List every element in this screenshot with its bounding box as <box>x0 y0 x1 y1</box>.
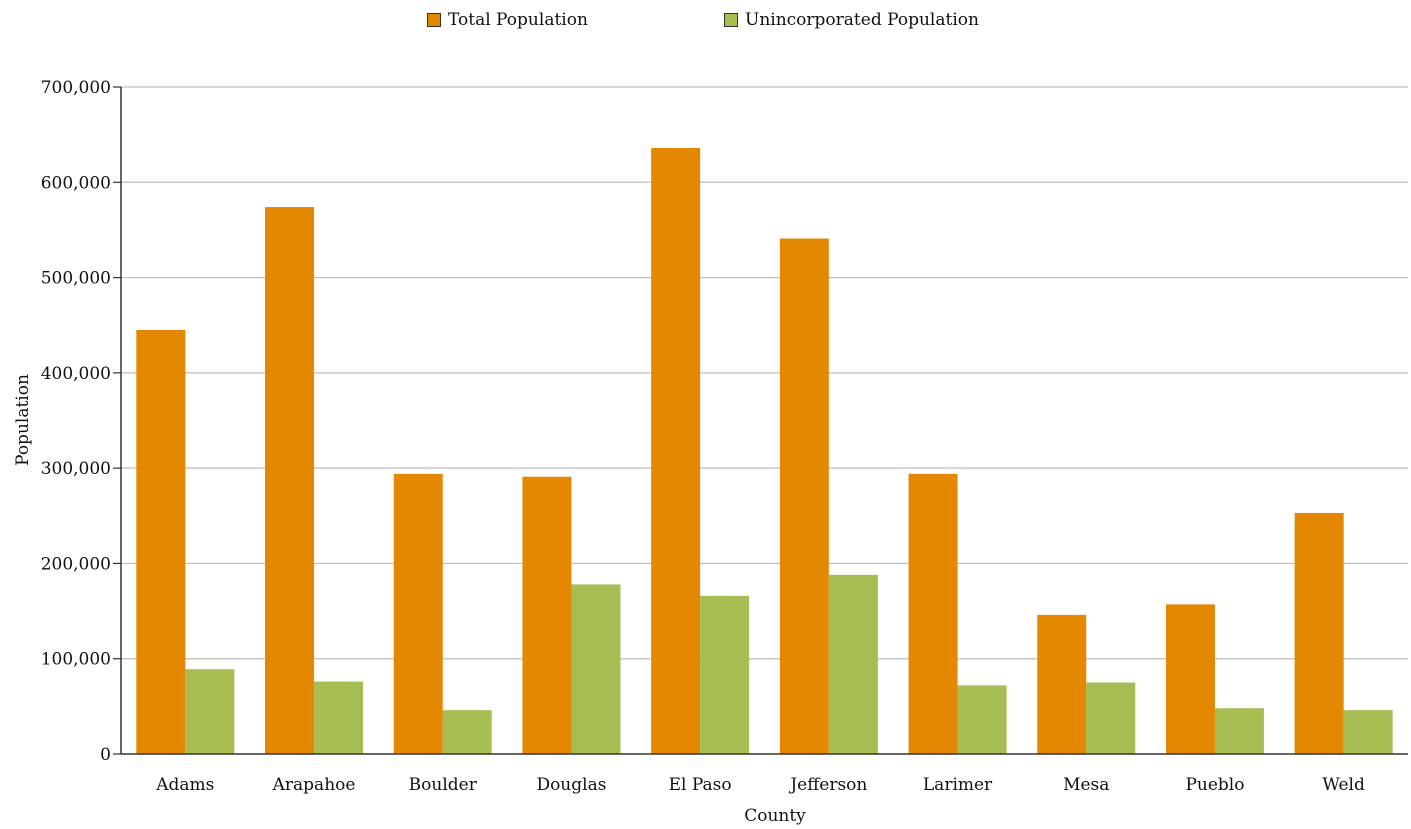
bar-total-population <box>908 473 958 754</box>
x-tick-label: Jefferson <box>788 775 867 795</box>
bar-total-population <box>1165 604 1215 754</box>
x-tick-label: El Paso <box>669 775 732 795</box>
bar-total-population <box>136 329 186 754</box>
x-tick-label: Douglas <box>536 775 606 795</box>
bar-unincorporated-population <box>442 710 492 754</box>
bar-unincorporated-population <box>828 574 878 754</box>
legend: Total Population Unincorporated Populati… <box>0 10 1411 36</box>
y-tick-label: 200,000 <box>41 554 111 574</box>
x-tick-label: Arapahoe <box>272 775 356 795</box>
bar-total-population <box>265 207 315 754</box>
bar-total-population <box>779 238 829 755</box>
y-tick-label: 400,000 <box>41 364 111 384</box>
bar-unincorporated-population <box>700 595 750 754</box>
bar-total-population <box>1037 614 1087 754</box>
bar-unincorporated-population <box>185 669 235 754</box>
y-tick-label: 0 <box>100 745 111 765</box>
x-tick-label: Pueblo <box>1185 775 1244 795</box>
x-tick-label: Adams <box>155 775 214 795</box>
legend-label-unincorporated: Unincorporated Population <box>745 10 979 30</box>
y-tick-label: 500,000 <box>41 269 111 289</box>
bar-total-population <box>522 476 572 754</box>
legend-swatch-total <box>427 13 441 27</box>
x-tick-label: Weld <box>1322 775 1365 795</box>
y-tick-label: 300,000 <box>41 459 111 479</box>
legend-item-unincorporated: Unincorporated Population <box>724 10 979 30</box>
axes <box>120 87 1408 755</box>
x-tick-label: Larimer <box>923 775 993 795</box>
x-axis-label: County <box>744 806 806 826</box>
bar-unincorporated-population <box>1214 708 1264 754</box>
bar-total-population <box>1294 512 1344 754</box>
y-axis-label: Population <box>13 374 33 466</box>
y-tick-labels: 0 100,000 200,000 300,000 400,000 500,000 600,… <box>41 78 111 765</box>
x-tick-label: Boulder <box>409 775 478 795</box>
bar-unincorporated-population <box>957 685 1007 754</box>
bar-total-population <box>651 147 701 755</box>
bar-total-population <box>393 473 443 754</box>
y-tick-label: 700,000 <box>41 78 111 98</box>
bar-unincorporated-population <box>571 584 621 754</box>
y-tick-label: 600,000 <box>41 173 111 193</box>
bar-unincorporated-population <box>314 681 364 754</box>
bar-unincorporated-population <box>1343 710 1393 754</box>
x-tick-labels: Adams Arapahoe Boulder Douglas El Paso Jeffer… <box>155 775 1365 795</box>
y-tick-label: 100,000 <box>41 650 111 670</box>
legend-swatch-unincorporated <box>724 13 738 27</box>
legend-item-total: Total Population <box>427 10 588 30</box>
x-tick-label: Mesa <box>1063 775 1109 795</box>
bars <box>136 147 1393 755</box>
legend-label-total: Total Population <box>448 10 588 30</box>
bar-unincorporated-population <box>1086 682 1136 754</box>
